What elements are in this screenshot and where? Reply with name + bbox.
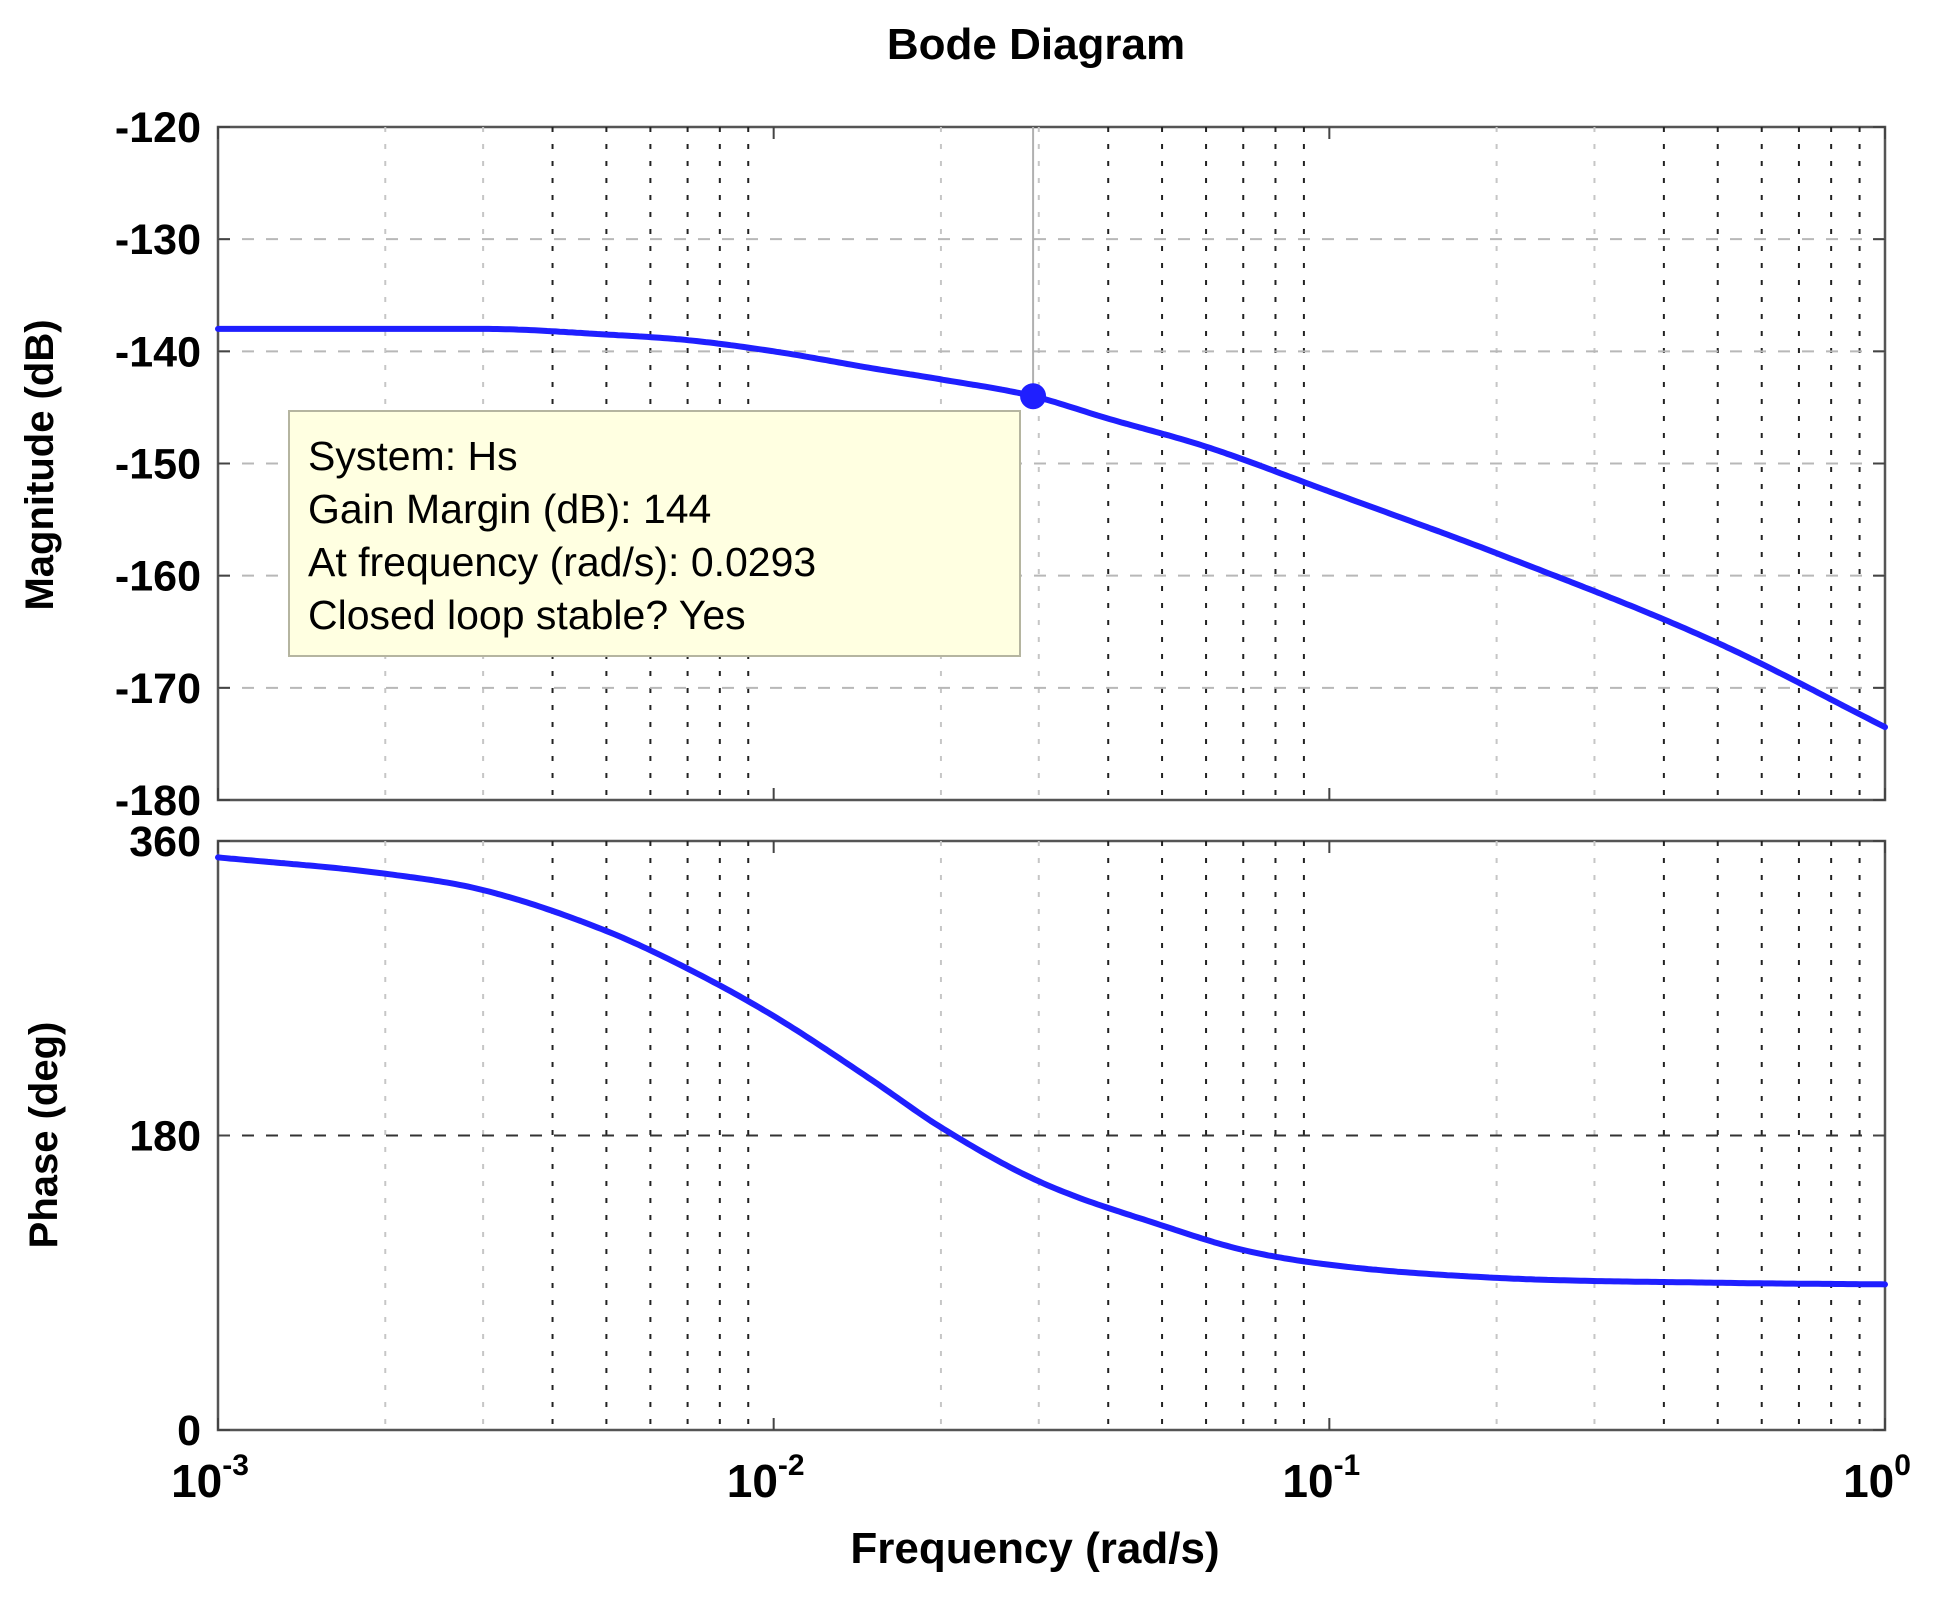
datatip-stability: Closed loop stable? Yes bbox=[308, 592, 746, 638]
magnitude-curve bbox=[215, 325, 1888, 731]
x-tick-label: 10-2 bbox=[727, 1449, 805, 1507]
phase-y-ticks: 360 180 0 bbox=[129, 818, 1885, 1455]
gain-margin-marker[interactable] bbox=[1020, 383, 1047, 410]
magnitude-y-tick-label: -150 bbox=[115, 441, 201, 489]
magnitude-y-tick-label: -130 bbox=[115, 216, 201, 264]
datatip-box bbox=[288, 410, 1021, 657]
x-tick-label: 10-1 bbox=[1282, 1449, 1360, 1507]
phase-y-tick-label: 0 bbox=[177, 1407, 201, 1455]
magnitude-y-tick-label: -170 bbox=[115, 665, 201, 713]
x-tick-label: 10-3 bbox=[171, 1449, 249, 1507]
chart-title: Bode Diagram bbox=[887, 20, 1185, 69]
datatip-system: System: Hs bbox=[308, 433, 518, 479]
datatip-gain-margin: Gain Margin (dB): 144 bbox=[308, 486, 711, 532]
magnitude-y-tick-label: -140 bbox=[115, 328, 201, 376]
datatip-frequency: At frequency (rad/s): 0.0293 bbox=[308, 539, 816, 585]
magnitude-y-tick-label: -120 bbox=[115, 104, 201, 152]
phase-axis-label: Phase (deg) bbox=[22, 1022, 66, 1249]
x-axis-ticks: 10-3 10-2 10-1 100 bbox=[171, 127, 1911, 1507]
magnitude-axis-label: Magnitude (dB) bbox=[18, 319, 62, 610]
magnitude-y-tick-label: -180 bbox=[115, 777, 201, 825]
phase-curve bbox=[215, 854, 1888, 1288]
phase-y-tick-label: 180 bbox=[129, 1113, 201, 1161]
datatip: System: Hs Gain Margin (dB): 144 At freq… bbox=[288, 410, 1021, 657]
magnitude-y-ticks: -120 -130 -140 -150 -160 -170 -180 bbox=[115, 104, 1885, 825]
x-axis-label: Frequency (rad/s) bbox=[850, 1524, 1219, 1573]
magnitude-y-tick-label: -160 bbox=[115, 553, 201, 601]
phase-plot-area bbox=[216, 839, 1887, 1432]
x-tick-label: 100 bbox=[1843, 1449, 1911, 1507]
phase-y-tick-label: 360 bbox=[129, 818, 201, 866]
